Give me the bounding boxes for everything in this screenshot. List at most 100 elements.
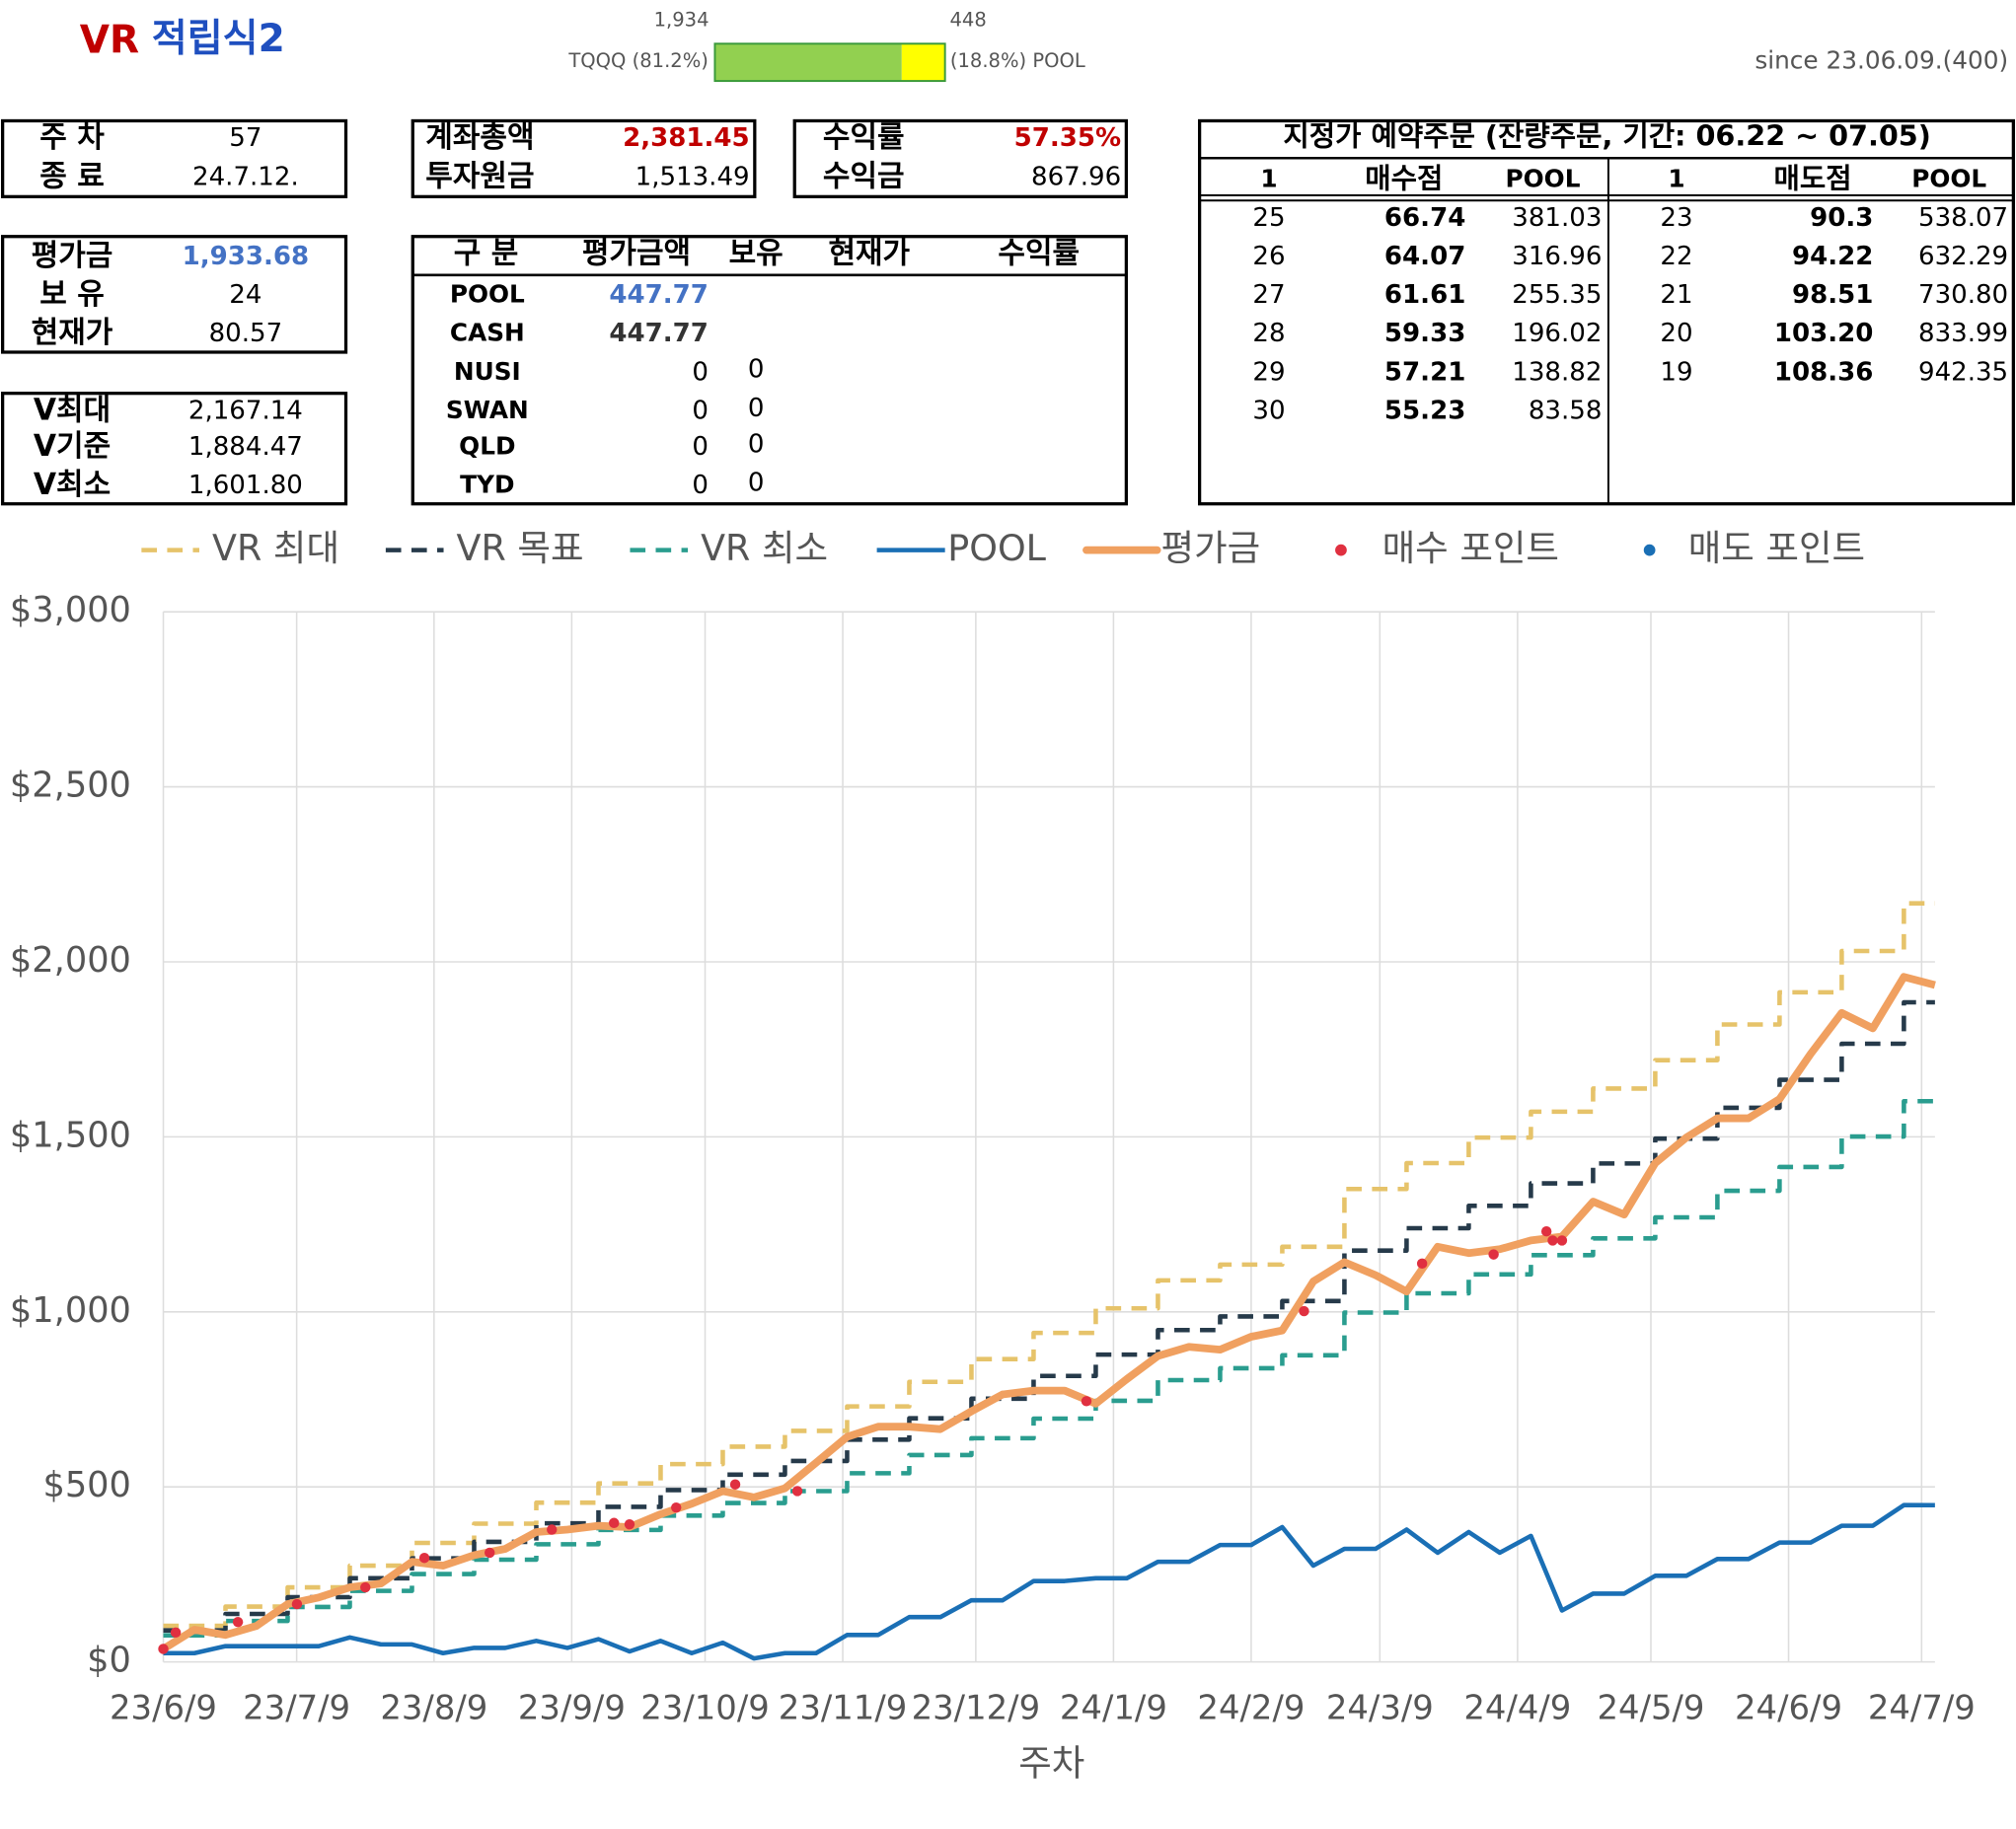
summary-value: 1,601.80 [188, 471, 303, 500]
orders-header: 매도점 [1774, 161, 1852, 194]
orders-cell: 538.07 [1918, 203, 2008, 233]
orders-cell: 30 [1252, 396, 1285, 425]
holdings-value: 0 [692, 357, 709, 387]
series-line [163, 1502, 1935, 1661]
y-tick-label: $500 [42, 1465, 130, 1505]
orders-cell: 66.74 [1384, 203, 1465, 233]
orders-cell: 108.36 [1774, 357, 1874, 387]
orders-cell: 90.3 [1810, 203, 1873, 233]
orders-cell: 94.22 [1792, 242, 1873, 271]
orders-cell: 381.03 [1512, 203, 1602, 233]
series-point [671, 1501, 682, 1513]
summary-value: 867.96 [1031, 162, 1121, 191]
series-point [791, 1486, 803, 1497]
allocation-segment [901, 43, 945, 82]
orders-cell: 19 [1660, 357, 1692, 387]
holdings-name: SWAN [446, 396, 529, 424]
holdings-name: QLD [459, 431, 515, 460]
orders-cell: 55.23 [1384, 396, 1465, 425]
summary-value: 1,513.49 [635, 162, 750, 191]
legend-label: VR 목표 [457, 527, 584, 569]
summary-label: 계좌총액 [425, 120, 534, 155]
series-point [1081, 1396, 1092, 1407]
series-point [1547, 1235, 1558, 1246]
summary-label: 투자원금 [425, 159, 534, 193]
holdings-qty: 0 [748, 468, 765, 497]
holdings-name: TYD [460, 470, 514, 498]
summary-box [1, 392, 348, 506]
legend-label: 매수 포인트 [1382, 527, 1559, 569]
orders-cell: 730.80 [1918, 280, 2008, 310]
orders-header: 매수점 [1365, 161, 1443, 194]
orders-cell: 28 [1252, 319, 1285, 348]
holdings-header: 보유 [729, 236, 784, 270]
x-tick-label: 23/10/9 [640, 1688, 770, 1726]
summary-value: 57 [229, 123, 261, 153]
summary-box [411, 118, 757, 198]
holdings-value: 447.77 [609, 280, 709, 310]
series-point [170, 1627, 182, 1639]
series-point [232, 1616, 244, 1628]
orders-cell: 942.35 [1918, 357, 2008, 387]
summary-value: 24.7.12. [192, 162, 299, 191]
y-tick-label: $3,000 [10, 590, 131, 630]
orders-cell: 20 [1660, 319, 1692, 348]
holdings-header: 구 분 [454, 236, 519, 270]
x-tick-label: 24/5/9 [1597, 1688, 1704, 1726]
orders-box [1198, 118, 2015, 506]
series-line [163, 901, 1935, 1629]
series-point [547, 1524, 558, 1535]
holdings-name: CASH [450, 319, 525, 347]
orders-cell: 83.58 [1529, 396, 1603, 425]
summary-box [792, 118, 1128, 198]
holdings-qty: 0 [748, 394, 765, 423]
holdings-value: 0 [692, 432, 709, 462]
orders-cell: 27 [1252, 280, 1285, 310]
y-tick-label: $2,500 [10, 766, 131, 806]
x-axis-title: 주차 [1018, 1741, 1084, 1784]
holdings-value: 0 [692, 471, 709, 500]
x-tick-label: 23/7/9 [243, 1688, 350, 1726]
legend-label: 평가금 [1161, 527, 1261, 569]
title-prefix: VR [80, 18, 139, 62]
orders-header: 1 [1668, 164, 1684, 192]
orders-cell: 255.35 [1512, 280, 1602, 310]
summary-label: V기준 [34, 429, 111, 464]
x-tick-label: 23/12/9 [912, 1688, 1041, 1726]
holdings-box [411, 235, 1128, 506]
holdings-header: 수익률 [998, 236, 1080, 270]
series-point [729, 1479, 741, 1490]
series-point [360, 1581, 371, 1593]
series-point [1299, 1305, 1309, 1317]
since: since 23.06.09.(400) [1755, 46, 2008, 75]
holdings-header: 평가금액 [582, 236, 691, 270]
series-point [1416, 1258, 1428, 1270]
orders-cell: 98.51 [1792, 280, 1873, 310]
y-tick-label: $1,000 [10, 1290, 131, 1331]
orders-header: POOL [1911, 164, 1986, 192]
y-tick-label: $1,500 [10, 1115, 131, 1155]
holdings-qty: 0 [748, 355, 765, 385]
series-point [1540, 1225, 1552, 1237]
legend-symbol [1335, 544, 1347, 556]
allocation-name: (18.8%) POOL [950, 49, 1085, 72]
holdings-header: 현재가 [828, 236, 910, 270]
series-point [624, 1518, 635, 1530]
holdings-name: NUSI [454, 357, 521, 386]
summary-value: 2,167.14 [188, 396, 303, 425]
orders-cell: 61.61 [1384, 280, 1465, 310]
holdings-value: 0 [692, 396, 709, 425]
summary-value: 24 [229, 280, 261, 310]
orders-header: POOL [1505, 164, 1580, 192]
summary-label: 수익률 [823, 120, 905, 155]
series-line [163, 1098, 1935, 1638]
orders-cell: 25 [1252, 203, 1285, 233]
orders-cell: 57.21 [1384, 357, 1465, 387]
x-tick-label: 24/7/9 [1868, 1688, 1976, 1726]
series-line [161, 973, 1936, 1652]
summary-value: 1,933.68 [183, 242, 310, 271]
series-point [158, 1644, 169, 1654]
orders-cell: 21 [1660, 280, 1692, 310]
allocation-segment [714, 43, 902, 82]
